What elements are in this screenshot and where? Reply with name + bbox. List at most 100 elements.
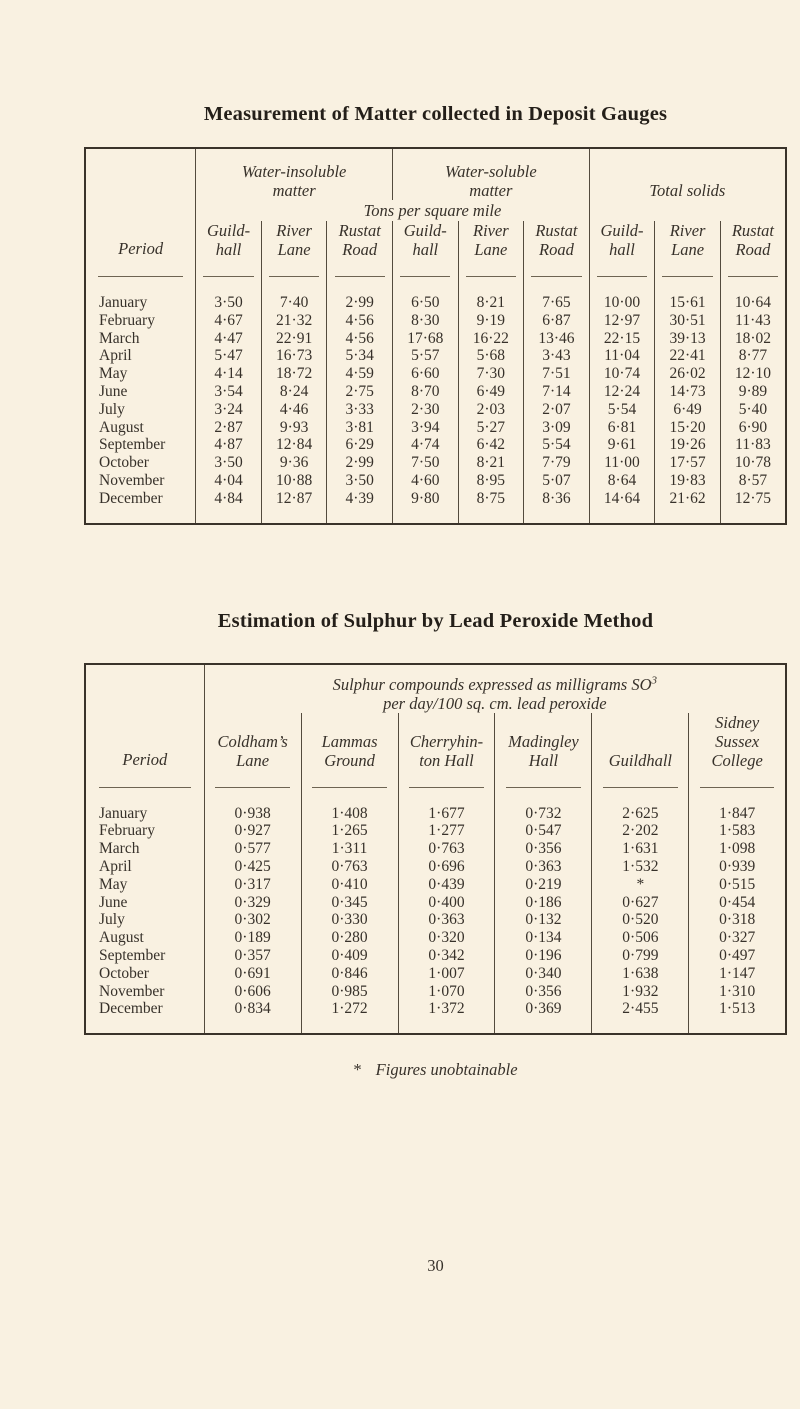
value-cell: 8·95: [457, 471, 524, 490]
value-cell: 12·87: [260, 489, 327, 524]
value-cell: 1·311: [300, 840, 399, 858]
value-cell: 1·513: [688, 1000, 786, 1035]
deposit-gauges-title: Measurement of Matter collected in Depos…: [203, 103, 668, 125]
value-cell: 10·00: [588, 291, 655, 312]
value-cell: 18·02: [719, 329, 786, 348]
value-cell: 16·22: [457, 329, 524, 348]
col-header-guildhall-2: Guild- hall: [391, 221, 459, 262]
table-row: April 5·47 16·73 5·34 5·57 5·68 3·43 11·04 22·41…: [85, 347, 786, 366]
value-cell: 7·14: [523, 382, 590, 401]
table-row: January 3·50 7·40 2·99 6·50 8·21 7·65 10·00 15·6…: [85, 291, 786, 312]
period-cell: May: [99, 365, 128, 383]
value-cell: 3·50: [326, 471, 393, 490]
separator-dash: [596, 276, 648, 277]
value-cell: 0·302: [203, 911, 302, 930]
value-cell: 3·24: [195, 400, 262, 419]
units-row-spacer: [588, 200, 786, 221]
value-cell: 0·409: [300, 946, 399, 965]
table-row: July 3·24 4·46 3·33 2·30 2·03 2·07 5·54 6·49 5·40: [85, 400, 786, 419]
header-separator-row: [85, 772, 786, 802]
value-cell: 10·64: [719, 291, 786, 312]
value-cell: 7·50: [391, 454, 459, 472]
value-cell: 8·24: [260, 382, 327, 401]
value-cell: 1·583: [688, 822, 786, 841]
value-cell: 15·20: [654, 418, 721, 437]
value-cell: 5·57: [391, 347, 459, 366]
value-cell: 12·97: [588, 311, 655, 330]
value-cell: 1·932: [591, 982, 689, 1001]
col-header-madingley-hall: Madingley Hall: [494, 712, 592, 773]
value-cell: 0·425: [203, 857, 302, 876]
value-cell: 0·317: [203, 875, 302, 894]
value-cell: 7·65: [523, 291, 590, 312]
value-cell: 0·363: [494, 857, 592, 876]
value-cell: 0·927: [203, 822, 302, 841]
value-cell: 6·42: [457, 436, 524, 455]
value-cell: 10·74: [588, 365, 655, 383]
period-header: Period: [85, 663, 205, 773]
value-cell: 8·77: [719, 347, 786, 366]
value-cell: 1·272: [300, 1000, 399, 1035]
value-cell: 18·72: [260, 365, 327, 383]
value-cell: 5·54: [523, 436, 590, 455]
value-cell: 9·93: [260, 418, 327, 437]
table-row: September 4·87 12·84 6·29 4·74 6·42 5·54 9·61 19…: [85, 436, 786, 455]
value-cell: 5·40: [719, 400, 786, 419]
value-cell: 0·577: [203, 840, 302, 858]
header-separator-row: [85, 262, 786, 291]
separator-dash: [506, 786, 581, 788]
value-cell: 2·75: [326, 382, 393, 401]
period-cell: September: [99, 946, 166, 964]
table-row: July 0·302 0·330 0·363 0·132 0·520 0·318: [85, 911, 786, 930]
period-cell: April: [99, 347, 132, 365]
value-cell: 4·59: [326, 365, 393, 383]
value-cell: 4·47: [195, 329, 262, 348]
table-row: January 0·938 1·408 1·677 0·732 2·625 1·847: [85, 801, 786, 823]
value-cell: 39·13: [654, 329, 721, 348]
col-header-lammas-ground: Lammas Ground: [300, 712, 399, 773]
period-cell: May: [99, 875, 128, 893]
value-cell: 19·26: [654, 436, 721, 455]
period-cell: August: [99, 418, 144, 436]
value-cell: 11·04: [588, 347, 655, 366]
value-cell: 1·310: [688, 982, 786, 1001]
sulphur-compounds-header: Sulphur compounds expressed as milligram…: [332, 674, 657, 713]
group-header-row: Period Sulphur compounds expressed as mi…: [85, 663, 786, 773]
value-cell: 21·32: [260, 311, 327, 330]
period-cell: July: [99, 911, 125, 929]
value-cell: 16·73: [260, 347, 327, 366]
value-cell: 1·532: [591, 857, 689, 876]
period-cell: March: [99, 329, 140, 347]
value-cell: 0·329: [203, 893, 302, 912]
value-cell: 1·070: [397, 982, 495, 1001]
value-cell: 0·846: [300, 964, 399, 983]
table-row: December 4·84 12·87 4·39 9·80 8·75 8·36 14·64 21…: [85, 489, 786, 524]
deposit-gauges-body: January 3·50 7·40 2·99 6·50 8·21 7·65 10·00 15·6…: [85, 291, 786, 524]
value-cell: 9·80: [391, 489, 459, 524]
value-cell: 1·408: [300, 801, 399, 823]
value-cell: 5·27: [457, 418, 524, 437]
col-header-guildhall: Guildhall: [591, 712, 689, 773]
value-cell: 0·132: [494, 911, 592, 930]
value-cell: 2·455: [591, 1000, 689, 1035]
value-cell: 2·99: [326, 454, 393, 472]
value-cell: 0·732: [494, 801, 592, 823]
separator-dash: [662, 276, 713, 277]
value-cell: 0·330: [300, 911, 399, 930]
value-cell: 0·134: [494, 929, 592, 947]
value-cell: 22·41: [654, 347, 721, 366]
value-cell: 0·340: [494, 964, 592, 983]
sulphur-estimation-title: Estimation of Sulphur by Lead Peroxide M…: [217, 609, 654, 632]
value-cell: 1·147: [688, 964, 786, 983]
table-row: October 3·50 9·36 2·99 7·50 8·21 7·79 11·00 17·5…: [85, 454, 786, 472]
value-cell: 0·400: [397, 893, 495, 912]
value-cell: 8·21: [457, 291, 524, 312]
value-cell: 1·638: [591, 964, 689, 983]
value-cell: 3·09: [523, 418, 590, 437]
value-cell: 6·50: [391, 291, 459, 312]
value-cell: 6·90: [719, 418, 786, 437]
total-solids-header: Total solids: [588, 148, 786, 200]
value-cell: 5·47: [195, 347, 262, 366]
sub-header-row: Coldham’s Lane Lammas Ground Cherryhin- …: [85, 712, 786, 773]
separator-dash: [98, 276, 184, 277]
